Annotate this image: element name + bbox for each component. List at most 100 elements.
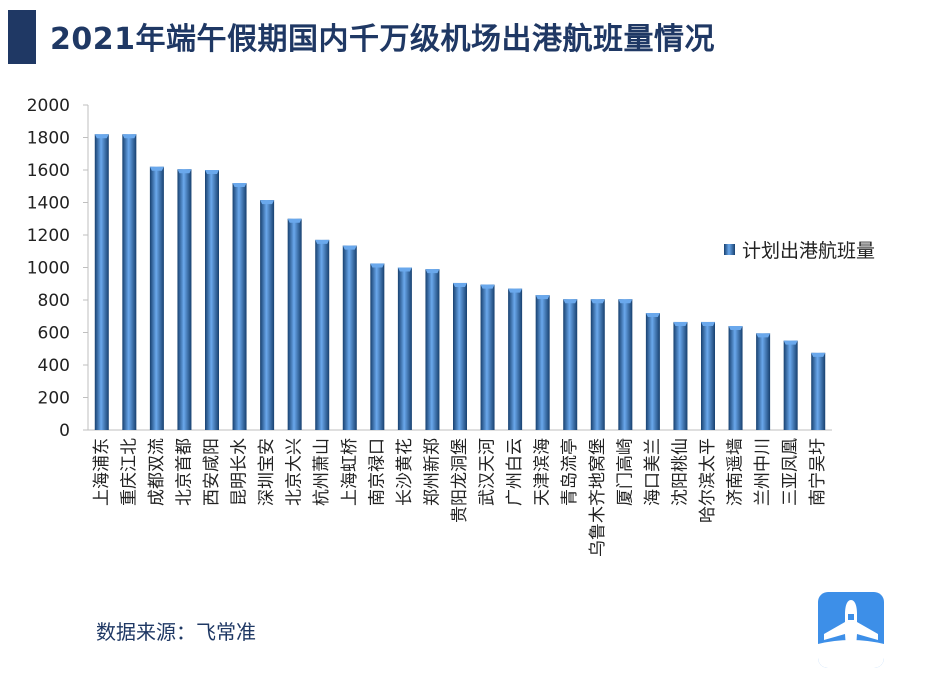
x-tick-label: 成都双流 [147, 438, 167, 506]
y-tick-label: 1400 [27, 194, 70, 214]
bar-top [122, 134, 137, 139]
x-tick-label: 上海浦东 [92, 438, 112, 506]
y-tick-label: 2000 [27, 96, 70, 116]
bar-top [480, 284, 495, 289]
bar [260, 200, 275, 430]
y-tick-label: 1600 [27, 161, 70, 181]
x-tick-label: 北京首都 [174, 438, 194, 506]
y-tick-label: 1800 [27, 129, 70, 149]
x-tick-label: 杭州萧山 [312, 438, 332, 506]
x-tick-label: 三亚凤凰 [781, 438, 801, 506]
bar-top [811, 352, 826, 357]
bar [177, 169, 192, 430]
bar [370, 263, 385, 430]
bar-top [756, 333, 771, 338]
legend-label: 计划出港航班量 [742, 240, 875, 262]
bar [397, 267, 412, 430]
x-tick-label: 西安咸阳 [202, 438, 222, 506]
x-tick-label: 贵阳龙洞堡 [450, 438, 470, 523]
bar-top [508, 288, 523, 293]
bar [811, 352, 826, 430]
bar-top [453, 282, 467, 287]
bar-top [370, 263, 385, 268]
bar [232, 183, 247, 430]
bar-top [590, 299, 605, 304]
bar [315, 239, 330, 430]
x-tick-label: 长沙黄花 [395, 438, 415, 506]
bar-top [425, 269, 440, 274]
bar-top [342, 245, 357, 250]
bar-top [535, 295, 550, 300]
bar [728, 326, 743, 430]
bar-top [673, 321, 688, 326]
bar [756, 333, 771, 430]
x-tick-label: 南京禄口 [367, 438, 387, 506]
x-tick-label: 昆明长水 [230, 438, 250, 506]
bar [453, 282, 467, 430]
x-tick-label: 重庆江北 [119, 438, 139, 506]
data-source: 数据来源：飞常准 [96, 620, 256, 644]
bar-top [563, 299, 578, 304]
y-tick-label: 1000 [27, 259, 70, 279]
bar [425, 269, 440, 430]
x-tick-label: 武汉天河 [478, 438, 498, 506]
y-tick-label: 200 [38, 389, 70, 409]
x-tick-label: 厦门高崎 [615, 438, 635, 506]
y-tick-label: 800 [38, 291, 70, 311]
y-tick-label: 600 [38, 324, 70, 344]
bar-top [728, 326, 743, 330]
bar [508, 288, 523, 430]
x-tick-label: 上海虹桥 [340, 438, 360, 506]
bar-top [149, 166, 164, 171]
x-tick-label: 深圳宝安 [257, 438, 277, 506]
bar [590, 299, 605, 430]
x-tick-label: 沈阳桃仙 [670, 438, 690, 506]
legend: 计划出港航班量 [724, 240, 875, 262]
bar [480, 284, 495, 430]
bar-top [315, 239, 330, 244]
page-title: 2021年端午假期国内千万级机场出港航班量情况 [50, 22, 715, 57]
bar-top [177, 169, 192, 174]
bar [673, 321, 688, 430]
y-tick-label: 400 [38, 356, 70, 376]
bar [122, 134, 137, 430]
bar [94, 134, 109, 430]
y-tick-label: 0 [59, 421, 70, 441]
x-tick-label: 天津滨海 [533, 438, 553, 506]
x-tick-label: 南宁吴圩 [808, 438, 828, 506]
bar [535, 295, 550, 430]
bar-top [260, 200, 275, 205]
bar-top [701, 321, 715, 326]
bar-top [232, 183, 247, 187]
bar-top [783, 340, 798, 345]
x-tick-label: 海口美兰 [643, 438, 663, 506]
bar-top [287, 218, 302, 223]
title-accent-bar [8, 10, 36, 64]
bar [149, 166, 164, 430]
x-tick-label: 青岛流亭 [560, 438, 580, 506]
bar [618, 299, 633, 430]
airplane-logo-icon [818, 592, 884, 668]
x-tick-label: 广州白云 [505, 438, 525, 506]
y-tick-label: 1200 [27, 226, 70, 246]
bar [783, 340, 798, 430]
legend-swatch-icon [724, 244, 735, 255]
x-tick-label: 哈尔滨太平 [698, 438, 718, 523]
bar-top [205, 170, 219, 174]
bar [563, 299, 578, 430]
x-tick-label: 北京大兴 [285, 438, 305, 506]
bars [94, 134, 826, 430]
bar-top [94, 134, 109, 139]
bar [645, 313, 660, 430]
x-axis-labels: 上海浦东 重庆江北 成都双流 北京首都 西安咸阳 昆明长水 深圳宝安 北京大兴 杭州萧山 上海虹桥… [92, 438, 828, 557]
bar-top [397, 267, 412, 272]
bar-top [618, 299, 633, 304]
bar-top [645, 313, 660, 317]
bar [205, 170, 219, 430]
bar [342, 245, 357, 430]
x-tick-label: 乌鲁木齐地窝堡 [588, 438, 608, 557]
bar-chart: 0 200 400 600 800 1000 1200 1400 1600 1800 2000 上海… [27, 96, 875, 557]
bar [701, 321, 715, 430]
x-tick-label: 兰州中川 [753, 438, 773, 506]
bar [287, 218, 302, 430]
